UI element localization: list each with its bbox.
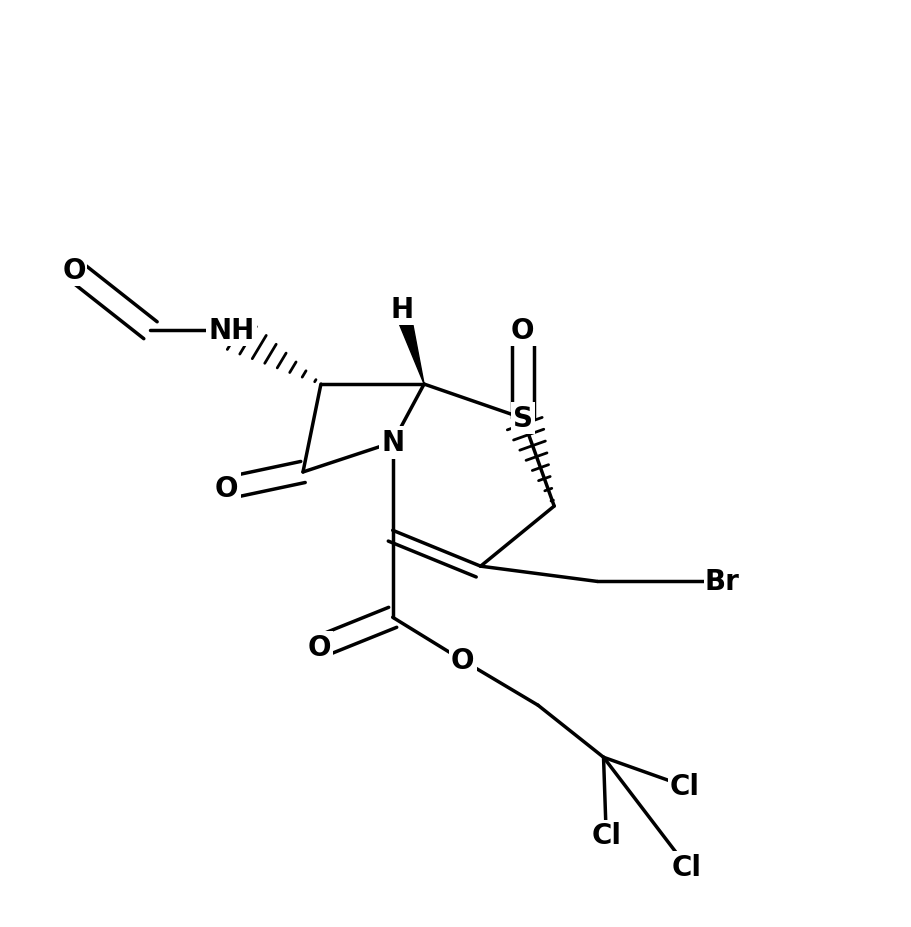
Text: NH: NH (208, 317, 254, 345)
Text: O: O (511, 317, 535, 345)
Text: O: O (215, 475, 239, 502)
Text: O: O (307, 633, 331, 661)
Text: S: S (513, 405, 533, 433)
Text: Br: Br (705, 568, 740, 596)
Text: N: N (381, 429, 404, 457)
Text: H: H (390, 296, 414, 324)
Text: Cl: Cl (591, 821, 621, 849)
Text: O: O (63, 257, 86, 285)
Text: Cl: Cl (670, 772, 700, 800)
Polygon shape (394, 307, 425, 385)
Text: Cl: Cl (672, 853, 702, 881)
Text: O: O (451, 647, 475, 675)
